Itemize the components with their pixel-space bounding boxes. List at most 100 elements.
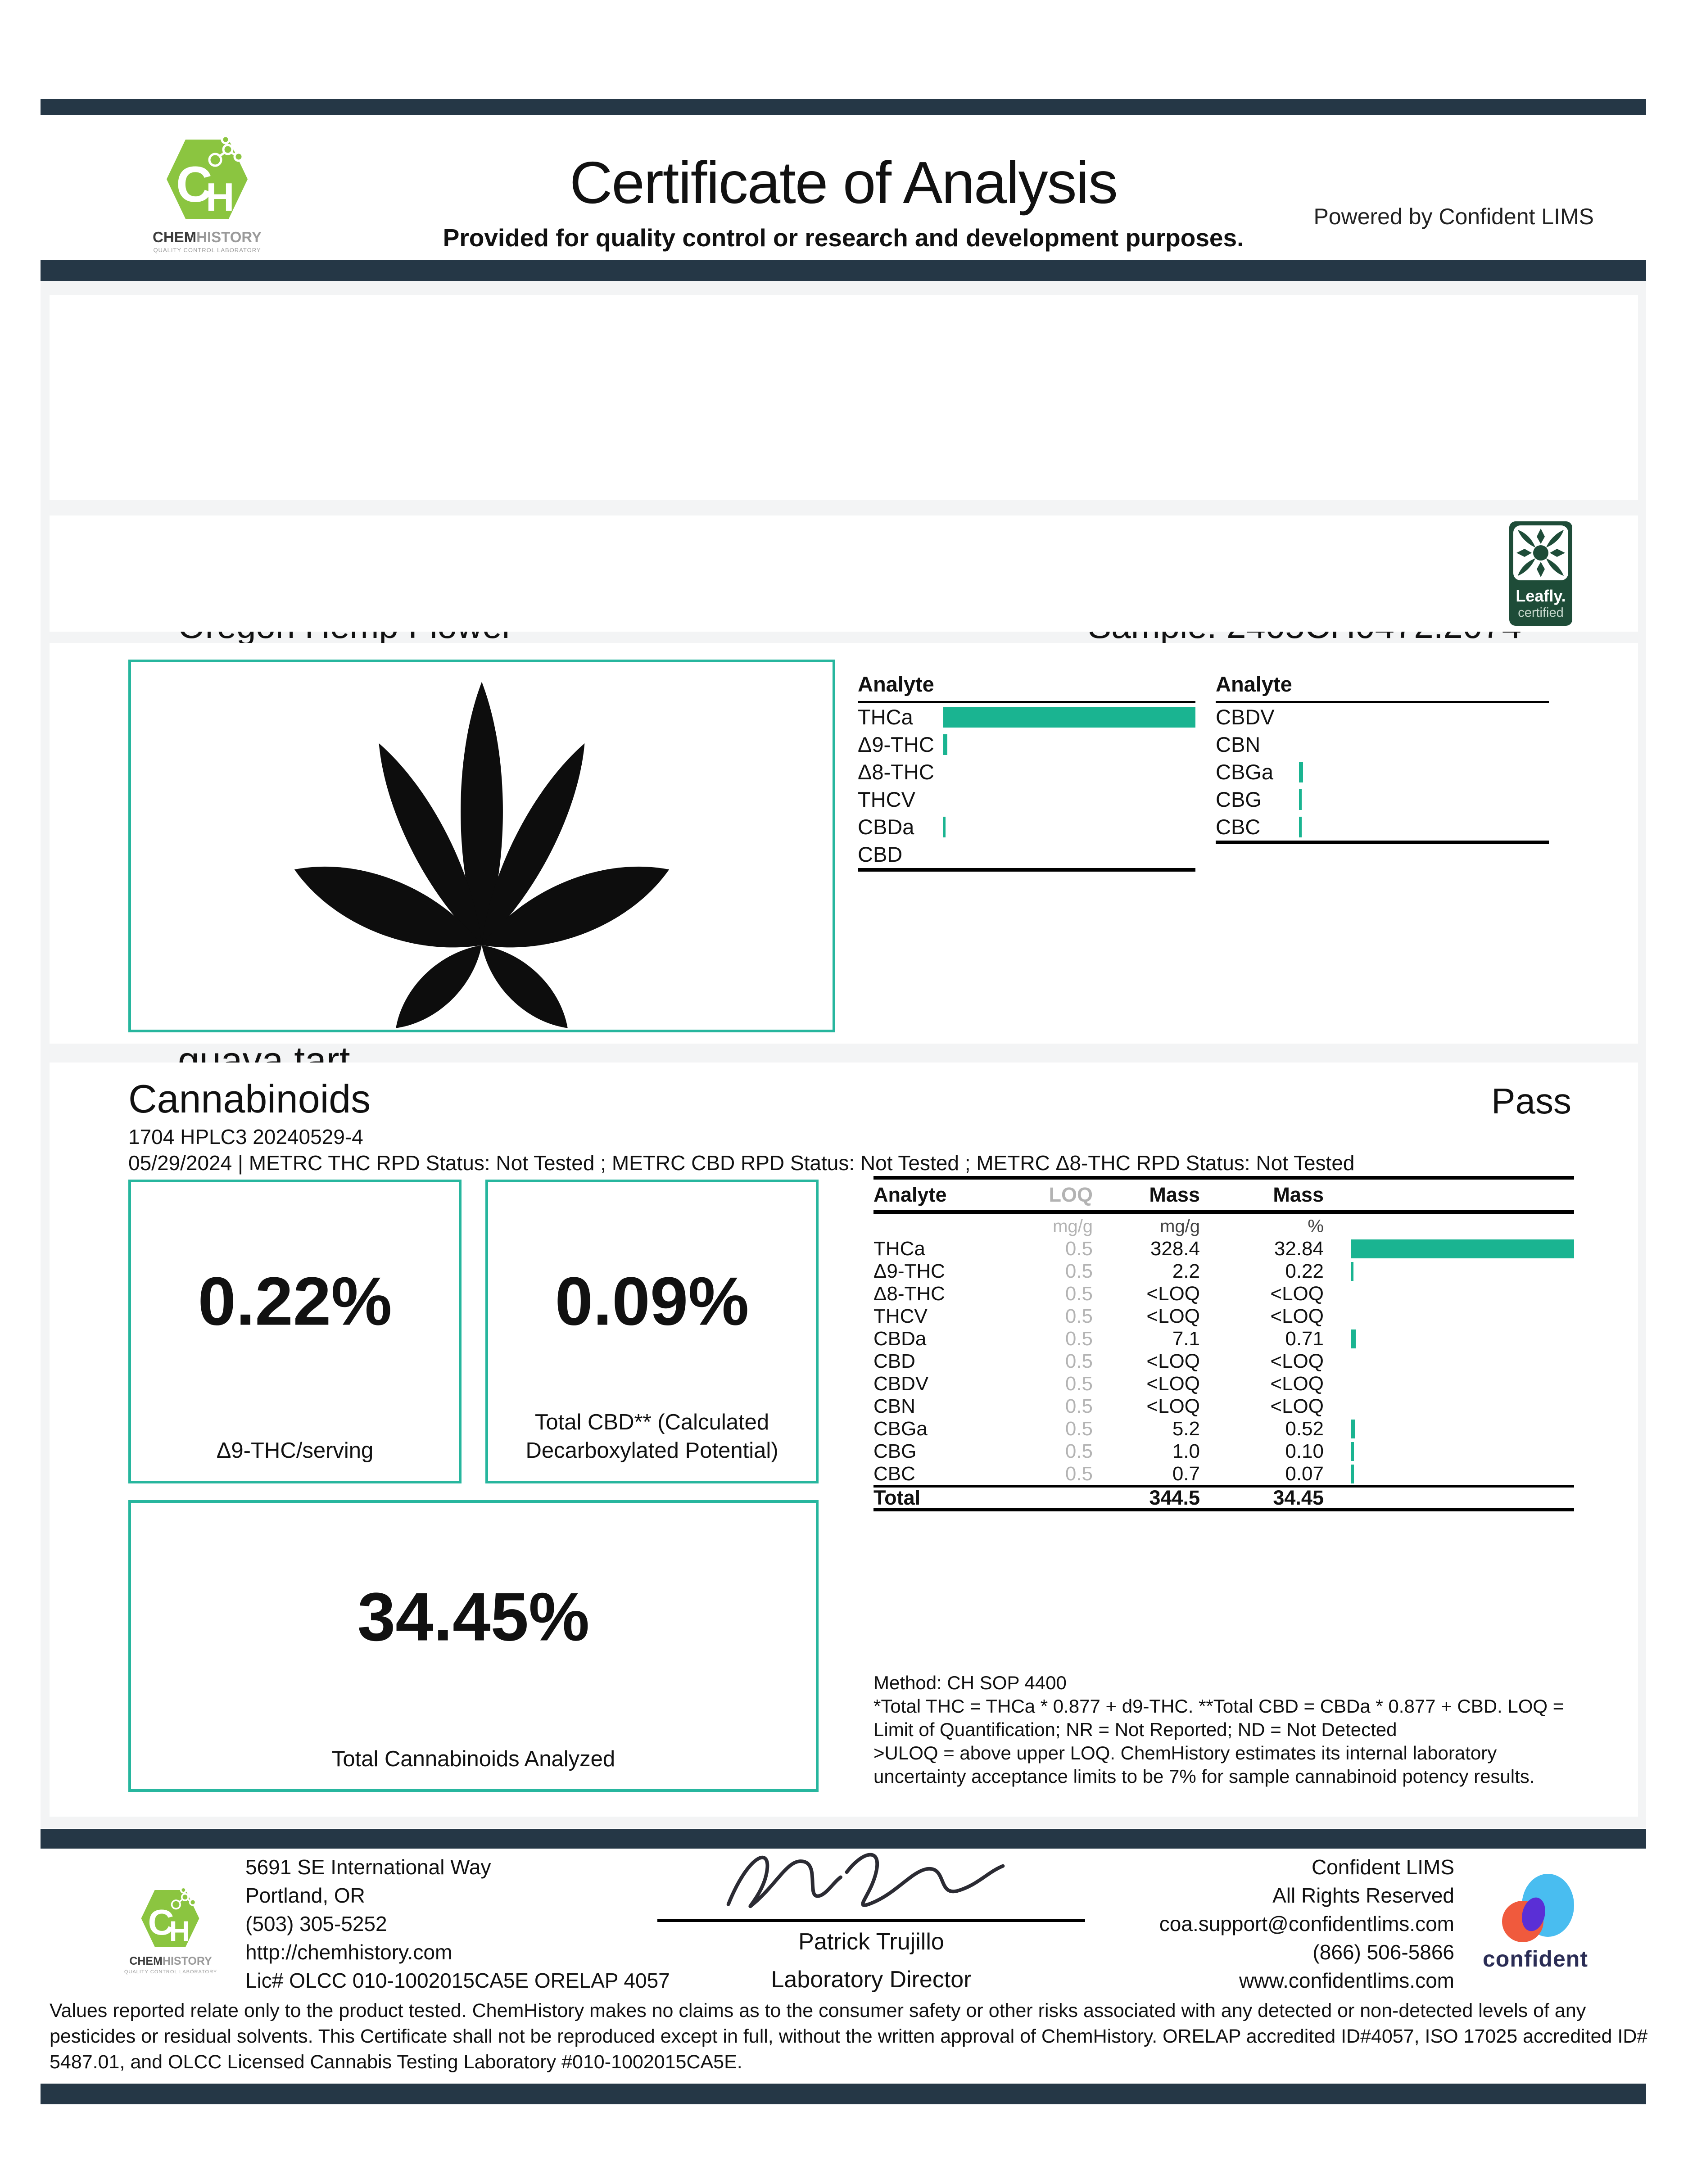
cell-analyte: THCV xyxy=(873,1305,928,1327)
bar-track xyxy=(1351,1375,1574,1393)
analyte-chart-left-header: Analyte xyxy=(858,672,1195,703)
cell-mass-pct: <LOQ xyxy=(1270,1305,1324,1327)
disclaimer-text: Values reported relate only to the produ… xyxy=(50,2000,1648,2073)
unit-mass-mg: mg/g xyxy=(1160,1216,1200,1236)
cell-mass-pct: 32.84 xyxy=(1274,1238,1324,1260)
analyte-label: Δ9-THC xyxy=(858,733,934,756)
cannabinoid-results-table: Analyte LOQ Mass Mass mg/g mg/g % THCa 0… xyxy=(873,1176,1574,1511)
thca-bar xyxy=(943,706,1195,728)
bar-track xyxy=(943,815,1195,839)
product-card: guava tart Plant, Flower - Cured Harvest… xyxy=(50,515,1638,1134)
cell-analyte: CBC xyxy=(873,1463,915,1485)
footer-divider-bar xyxy=(41,1829,1646,1849)
cell-analyte: CBG xyxy=(873,1440,917,1462)
lims-website-link[interactable]: www.confidentlims.com xyxy=(1239,1969,1454,1992)
status-badge: Pass xyxy=(1491,1081,1571,1121)
method-notes: Method: CH SOP 4400 *Total THC = THCa * … xyxy=(873,1671,1578,1788)
cell-mass-mg: 328.4 xyxy=(1150,1238,1200,1260)
bar-track xyxy=(1351,1329,1574,1348)
analyte-row-cbda: CBDa xyxy=(858,813,1195,841)
leafly-wordmark: Leafly. xyxy=(1516,587,1566,605)
summary-label: Total CBD** (Calculated Decarboxylated P… xyxy=(525,1410,778,1463)
total-label: Total xyxy=(873,1486,921,1509)
analyte-label: CBN xyxy=(1216,733,1261,756)
signature-block: Patrick Trujillo Laboratory Director xyxy=(639,1840,1103,1993)
unit-loq: mg/g xyxy=(1053,1216,1093,1236)
bar-track xyxy=(1299,815,1549,839)
cbga-bar xyxy=(1299,761,1303,782)
wordmark-chem: CHEM xyxy=(152,229,197,245)
chemhistory-hexagon-icon: C H xyxy=(141,1886,199,1947)
lab-phone: (503) 305-5252 xyxy=(245,1912,387,1935)
cell-loq: 0.5 xyxy=(1065,1463,1093,1485)
analyte-label: THCa xyxy=(858,705,913,729)
analyte-label: CBDa xyxy=(858,815,914,839)
chemhistory-footer-wordmark: CHEMHISTORY xyxy=(122,1955,220,1968)
logo-letter-c: C xyxy=(176,156,213,213)
table-row: THCV 0.5 <LOQ <LOQ xyxy=(873,1305,1574,1328)
cell-loq: 0.5 xyxy=(1065,1440,1093,1462)
table-row: CBN 0.5 <LOQ <LOQ xyxy=(873,1395,1574,1418)
page-title: Certificate of Analysis xyxy=(570,149,1118,216)
cell-mass-pct: 0.71 xyxy=(1285,1328,1324,1350)
bar-track xyxy=(1299,760,1549,784)
bar-track xyxy=(1351,1420,1574,1438)
column-bottom-rule xyxy=(1216,841,1549,844)
cell-mass-pct: <LOQ xyxy=(1270,1350,1324,1372)
analyte-label: CBC xyxy=(1216,815,1261,839)
summary-value: 34.45% xyxy=(357,1578,590,1655)
table-row: Δ8-THC 0.5 <LOQ <LOQ xyxy=(873,1283,1574,1305)
analyte-label: CBDV xyxy=(1216,705,1275,729)
confident-logo-icon xyxy=(1502,1874,1574,1942)
notes-line2: >ULOQ = above upper LOQ. ChemHistory est… xyxy=(873,1742,1535,1787)
result-bar xyxy=(1351,1239,1574,1258)
powered-by-label: Powered by Confident LIMS xyxy=(1313,204,1594,229)
lab-address2: Portland, OR xyxy=(245,1884,365,1907)
client-sample-card: Oregon Hemp Flower 1818 SW 4th Ave Portl… xyxy=(50,295,1638,812)
wordmark-chem: CHEM xyxy=(129,1955,163,1967)
summary-value: 0.09% xyxy=(555,1263,749,1340)
wordmark-history: HISTORY xyxy=(196,229,262,245)
col-header-mass-pct: Mass xyxy=(1273,1183,1324,1206)
summary-box-total-cbd: 0.09% Total CBD** (Calculated Decarboxyl… xyxy=(485,1180,819,1483)
analyte-label: CBD xyxy=(858,842,903,866)
cell-analyte: CBN xyxy=(873,1395,915,1417)
cell-analyte: CBGa xyxy=(873,1418,928,1440)
section-method-id: 1704 HPLC3 20240529-4 xyxy=(128,1125,363,1149)
cell-mass-mg: <LOQ xyxy=(1146,1373,1200,1395)
summary-box-d9thc: 0.22% Δ9-THC/serving xyxy=(128,1180,462,1483)
notes-line1: *Total THC = THCa * 0.877 + d9-THC. **To… xyxy=(873,1696,1564,1741)
analyte-label: CBGa xyxy=(1216,760,1273,784)
cannabis-leaf-icon xyxy=(294,682,670,1028)
chemhistory-footer-tagline: QUALITY CONTROL LABORATORY xyxy=(124,1969,217,1975)
cell-mass-pct: 0.52 xyxy=(1285,1418,1324,1440)
logo-letter-h: H xyxy=(169,1916,190,1947)
cell-loq: 0.5 xyxy=(1065,1350,1093,1372)
cell-loq: 0.5 xyxy=(1065,1373,1093,1395)
chemhistory-logo: C H xyxy=(164,134,250,224)
analyte-label: THCV xyxy=(858,787,915,811)
cell-mass-mg: 1.0 xyxy=(1172,1440,1200,1462)
cell-analyte: Δ8-THC xyxy=(873,1283,945,1305)
section-heading: Cannabinoids xyxy=(128,1076,371,1121)
cell-mass-mg: <LOQ xyxy=(1146,1350,1200,1372)
bar-track xyxy=(1299,705,1549,729)
cell-analyte: CBD xyxy=(873,1350,915,1372)
cell-mass-mg: 2.2 xyxy=(1172,1260,1200,1282)
cell-mass-mg: 0.7 xyxy=(1172,1463,1200,1485)
lims-support-email[interactable]: coa.support@confidentlims.com xyxy=(1159,1912,1454,1935)
leafly-sun-icon xyxy=(1516,529,1565,577)
col-header-loq: LOQ xyxy=(1049,1183,1093,1206)
table-units-row: mg/g mg/g % xyxy=(873,1214,1574,1238)
signer-name: Patrick Trujillo xyxy=(798,1929,944,1955)
lab-website-link[interactable]: http://chemhistory.com xyxy=(245,1940,453,1964)
table-row: CBD 0.5 <LOQ <LOQ xyxy=(873,1350,1574,1373)
lims-phone: (866) 506-5866 xyxy=(1312,1940,1454,1964)
cell-loq: 0.5 xyxy=(1065,1328,1093,1350)
cell-loq: 0.5 xyxy=(1065,1395,1093,1417)
header-divider-bar xyxy=(41,260,1646,281)
cell-mass-mg: <LOQ xyxy=(1146,1395,1200,1417)
page-subtitle: Provided for quality control or research… xyxy=(443,224,1244,252)
cell-mass-mg: 7.1 xyxy=(1172,1328,1200,1350)
cell-loq: 0.5 xyxy=(1065,1418,1093,1440)
